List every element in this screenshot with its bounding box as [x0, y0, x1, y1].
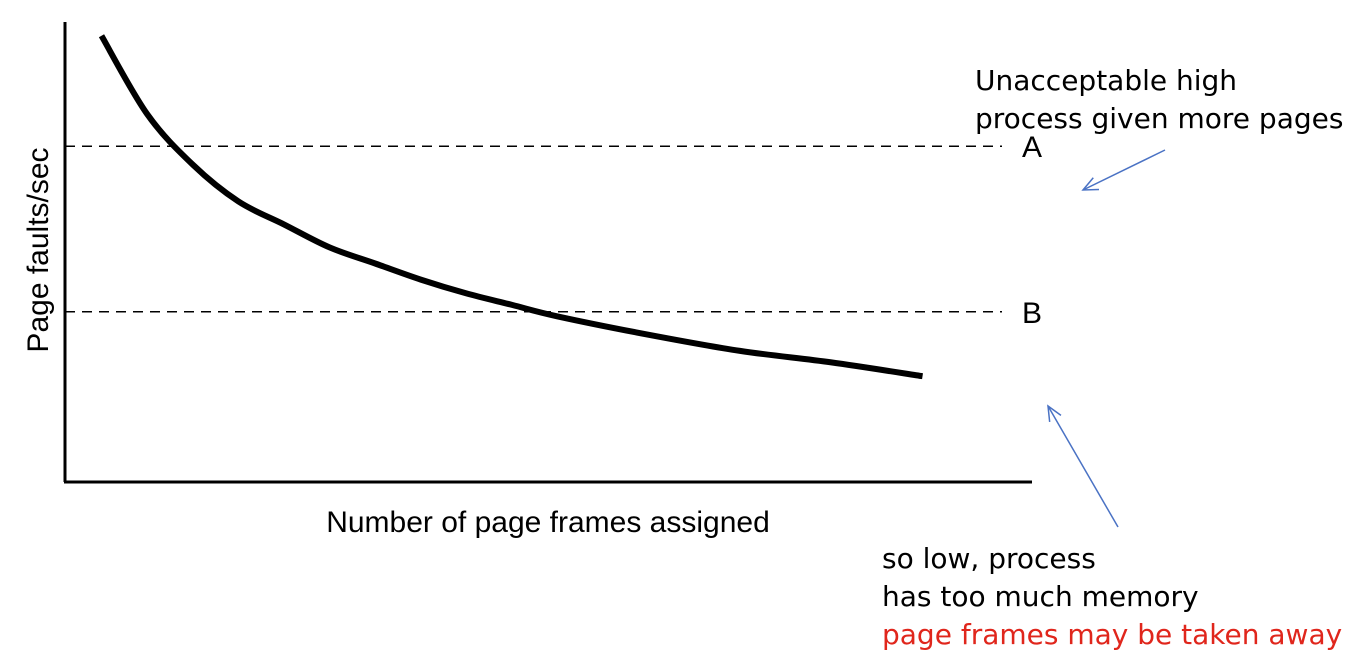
y-axis-label: Page faults/sec: [22, 147, 55, 352]
bottom-annotation: so low, process has too much memory page…: [882, 540, 1342, 654]
page-fault-curve: [98, 34, 923, 380]
bottom-annotation-highlight: page frames may be taken away: [882, 618, 1343, 651]
top-annotation-line: process given more pages: [975, 102, 1344, 135]
axes: [63, 22, 1032, 484]
top-annotation: Unacceptable high process given more pag…: [975, 62, 1343, 138]
annotation-arrows: [1047, 149, 1166, 528]
top-annotation-line: Unacceptable high: [975, 64, 1238, 97]
series-layer: [98, 34, 923, 380]
arrow-to-a: [1081, 149, 1166, 191]
threshold-label-a: A: [1022, 131, 1042, 164]
bottom-annotation-line: so low, process: [882, 542, 1096, 575]
threshold-label-b: B: [1022, 297, 1042, 330]
threshold-lines: AB: [65, 131, 1042, 330]
arrow-to-b: [1047, 404, 1119, 528]
x-axis-label: Number of page frames assigned: [326, 506, 770, 539]
bottom-annotation-line: has too much memory: [882, 580, 1199, 613]
